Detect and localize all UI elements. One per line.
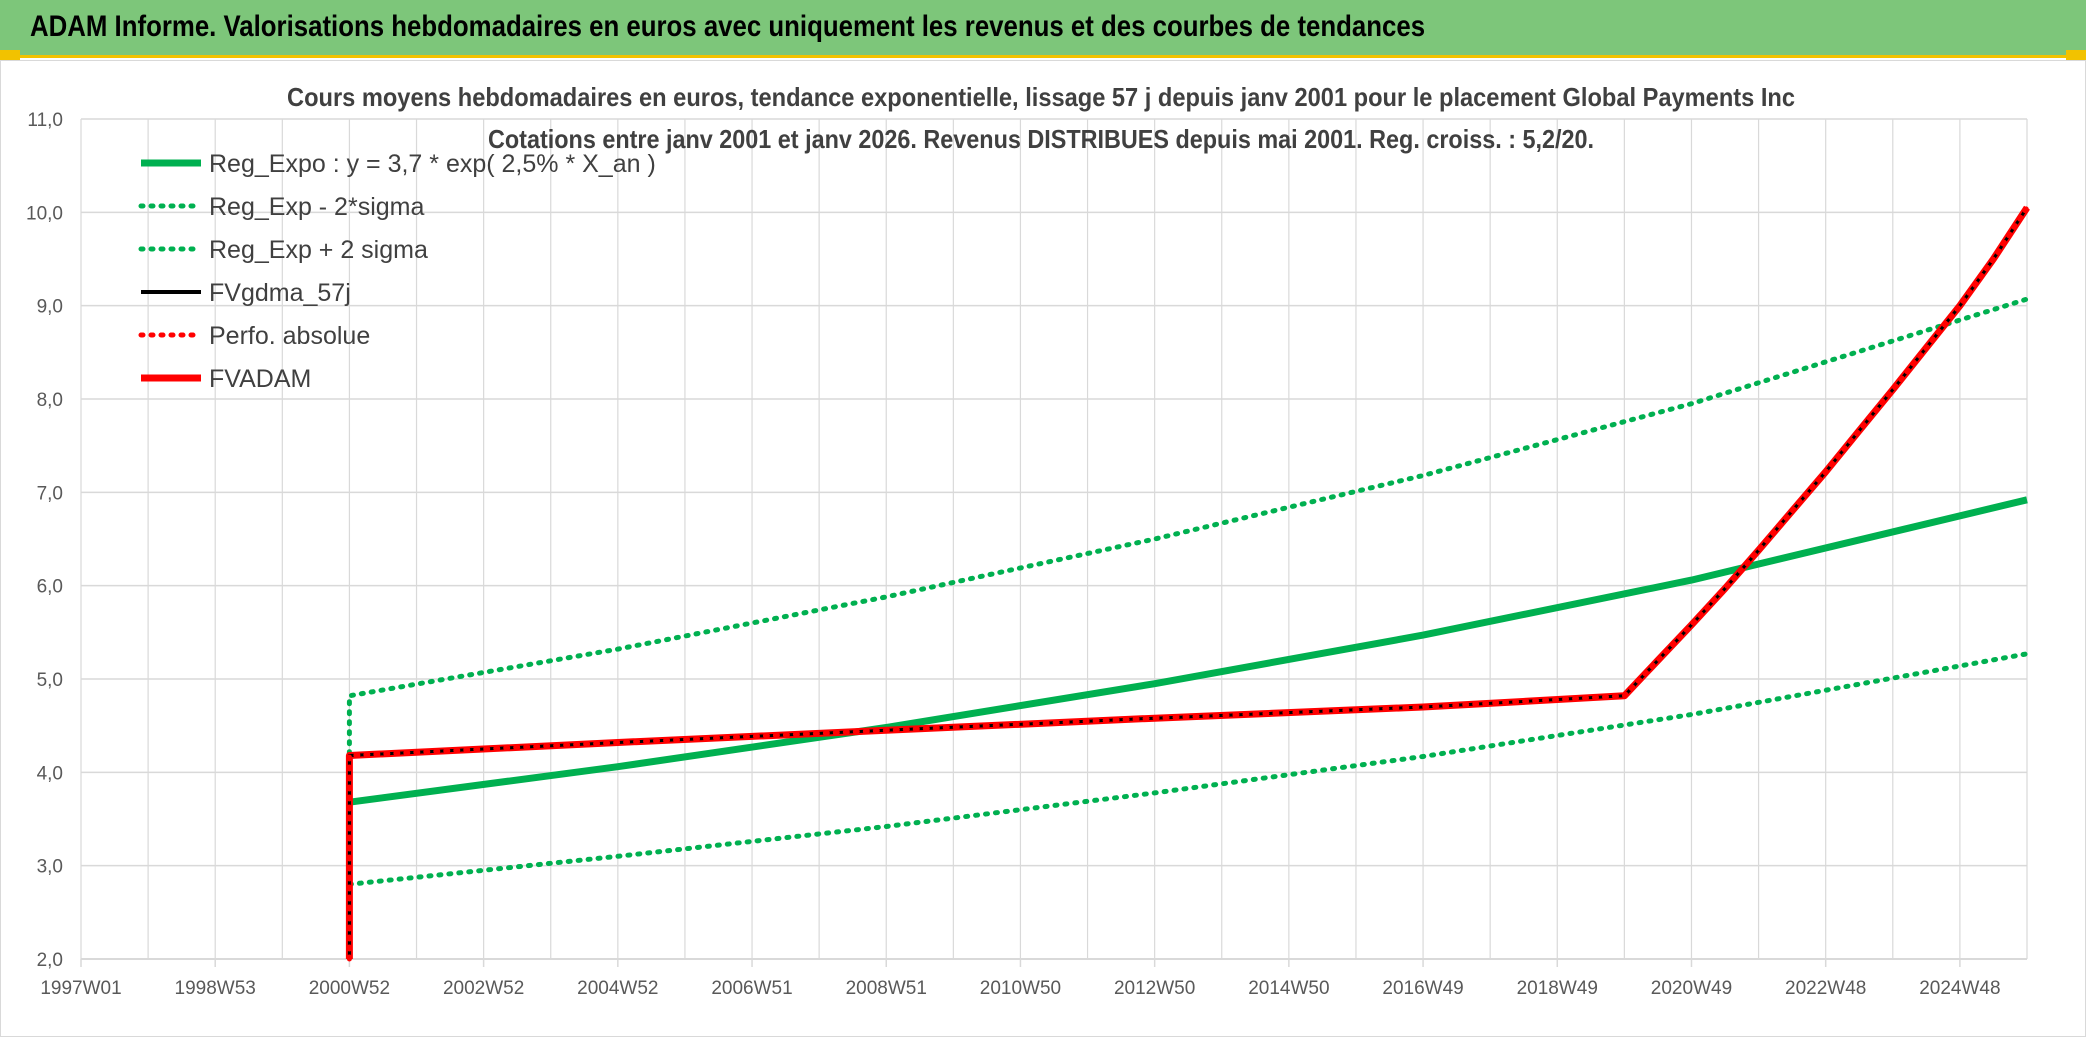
y-tick-label: 7,0 — [37, 483, 63, 504]
x-tick-label: 2022W48 — [1785, 978, 1866, 999]
x-tick-label: 2002W52 — [443, 978, 524, 999]
report-banner: ADAM Informe. Valorisations hebdomadaire… — [0, 0, 2086, 58]
x-tick-label: 2014W50 — [1248, 978, 1329, 999]
chart-title-line-1: Cours moyens hebdomadaires en euros, ten… — [287, 82, 1795, 112]
x-tick-label: 2010W50 — [980, 978, 1061, 999]
right-corner-accent — [2066, 50, 2086, 60]
legend-label: FVADAM — [209, 365, 311, 393]
series-line-perfo-absolue — [346, 205, 2030, 962]
series-line-fvadam — [345, 205, 2030, 959]
x-tick-label: 2018W49 — [1517, 978, 1598, 999]
trend-chart: 2,0 3,0 4,0 5,0 6,0 7,0 8,0 9,0 10,0 11,0 1997W01 1… — [26, 82, 2030, 999]
legend-label: Reg_Exp + 2 sigma — [209, 236, 428, 264]
x-tick-label: 2000W52 — [309, 978, 390, 999]
x-tick-label: 2012W50 — [1114, 978, 1195, 999]
legend-label: Perfo. absolue — [209, 322, 370, 350]
x-tick-label: 2004W52 — [577, 978, 658, 999]
x-tick-label: 1998W53 — [175, 978, 256, 999]
left-corner-accent — [0, 50, 20, 60]
x-tick-label: 2016W49 — [1382, 978, 1463, 999]
chart-title: Cours moyens hebdomadaires en euros, ten… — [287, 82, 1795, 154]
x-tick-label: 2006W51 — [711, 978, 792, 999]
report-title: ADAM Informe. Valorisations hebdomadaire… — [30, 10, 1426, 43]
y-tick-label: 11,0 — [27, 110, 63, 131]
y-tick-label: 2,0 — [37, 950, 63, 971]
legend: Reg_Expo : y = 3,7 * exp( 2,5% * X_an ) R… — [138, 150, 656, 393]
series-line-reg-expo-y-3-7-exp-2-5-x-an — [348, 496, 2028, 806]
legend-label: Reg_Exp - 2*sigma — [209, 193, 424, 221]
y-tick-label: 8,0 — [37, 390, 63, 411]
x-tick-label: 2008W51 — [846, 978, 927, 999]
grid — [80, 118, 2028, 960]
x-tick-label: 2024W48 — [1919, 978, 2000, 999]
x-tick-label: 2020W49 — [1651, 978, 1732, 999]
legend-label: Reg_Expo : y = 3,7 * exp( 2,5% * X_an ) — [209, 150, 656, 178]
y-tick-label: 3,0 — [37, 857, 63, 878]
chart-title-line-2: Cotations entre janv 2001 et janv 2026. … — [488, 124, 1594, 154]
series-line-reg-exp-2-sigma — [346, 651, 2030, 887]
y-tick-label: 5,0 — [37, 670, 63, 691]
y-tick-label: 10,0 — [26, 203, 63, 224]
y-tick-label: 4,0 — [37, 763, 63, 784]
y-tick-label: 6,0 — [37, 577, 63, 598]
chart-frame: 2,0 3,0 4,0 5,0 6,0 7,0 8,0 9,0 10,0 11,0 1997W01 1… — [0, 60, 2086, 1037]
legend-label: FVgdma_57j — [209, 279, 351, 307]
y-tick-label: 9,0 — [37, 297, 63, 318]
series-lines — [345, 205, 2030, 962]
series-line-fvgdma-57j — [347, 206, 2029, 959]
series-line-reg-exp-2-sigma — [346, 296, 2030, 757]
axes: 2,0 3,0 4,0 5,0 6,0 7,0 8,0 9,0 10,0 11,0 1997W01 1… — [26, 110, 2027, 999]
x-tick-label: 1997W01 — [40, 978, 121, 999]
